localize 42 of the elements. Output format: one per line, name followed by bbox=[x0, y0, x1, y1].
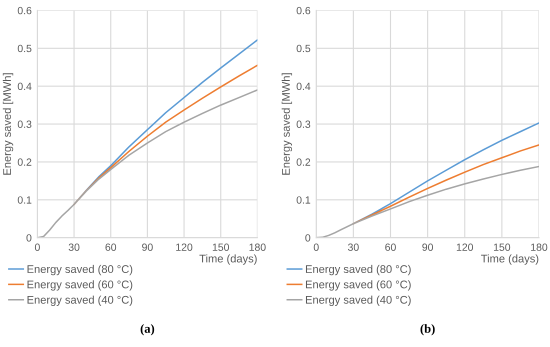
legend-label: Energy saved (40 °C) bbox=[306, 296, 411, 306]
x-axis-title: Time (days) bbox=[199, 254, 257, 265]
y-tick-label: 0.5 bbox=[18, 44, 32, 52]
x-axis-title: Time (days) bbox=[481, 254, 538, 265]
y-tick-label: 0.2 bbox=[18, 158, 32, 166]
y-tick-label: 0.4 bbox=[296, 82, 310, 90]
y-tick-label: 0.1 bbox=[296, 196, 310, 204]
x-tick-label: 0 bbox=[34, 244, 40, 251]
x-tick-label: 60 bbox=[105, 244, 116, 251]
x-tick-label: 150 bbox=[212, 244, 230, 251]
text: (b) bbox=[420, 324, 435, 336]
line-series bbox=[73, 64, 258, 206]
x-tick-label: 0 bbox=[314, 244, 319, 251]
x-tick-label: 180 bbox=[531, 244, 548, 251]
y-tick-label: 0.2 bbox=[296, 158, 310, 166]
legend-label: Energy saved (80 °C) bbox=[306, 264, 411, 276]
line-series bbox=[352, 144, 539, 224]
y-tick-label: 0.4 bbox=[18, 82, 32, 90]
legend-label: Energy saved (60 °C) bbox=[28, 280, 132, 291]
y-tick-label: 0 bbox=[305, 234, 310, 242]
y-tick-label: 0 bbox=[26, 234, 32, 242]
y-axis-title: Energy saved [MWh] bbox=[2, 73, 14, 175]
x-tick-label: 150 bbox=[494, 244, 510, 251]
legend-label: Energy saved (80 °C) bbox=[28, 264, 132, 276]
y-tick-label: 0.3 bbox=[18, 120, 32, 128]
x-tick-label: 30 bbox=[68, 244, 80, 251]
x-tick-label: 120 bbox=[456, 244, 474, 251]
x-tick-label: 180 bbox=[250, 244, 266, 251]
y-tick-label: 0.1 bbox=[18, 196, 32, 204]
y-axis-title: Energy saved [MWh] bbox=[282, 73, 292, 175]
x-tick-label: 60 bbox=[385, 244, 396, 251]
y-tick-label: 0.6 bbox=[296, 6, 310, 14]
text: (a) bbox=[140, 324, 154, 336]
y-tick-label: 0.3 bbox=[296, 120, 310, 128]
x-tick-label: 30 bbox=[348, 244, 359, 251]
legend-label: Energy saved (60 °C) bbox=[306, 280, 411, 291]
y-tick-label: 0.6 bbox=[18, 6, 32, 14]
x-tick-label: 90 bbox=[142, 244, 153, 251]
x-tick-label: 120 bbox=[176, 244, 192, 251]
legend-label: Energy saved (40 °C) bbox=[28, 296, 132, 306]
x-tick-label: 90 bbox=[422, 244, 434, 251]
y-tick-label: 0.5 bbox=[296, 44, 310, 52]
